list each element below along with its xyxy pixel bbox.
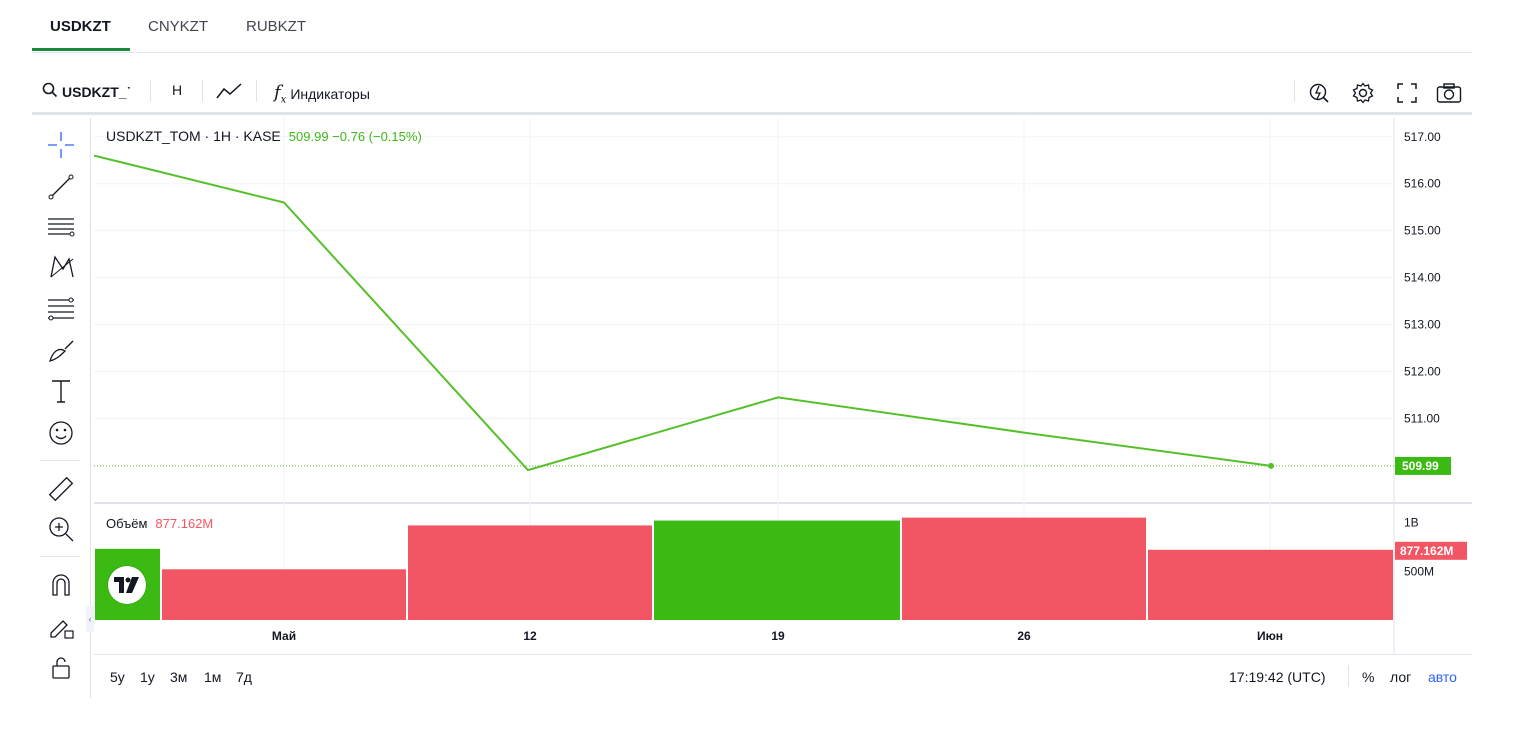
tradingview-logo[interactable] xyxy=(108,566,146,604)
volume-badge-label: 877.162M xyxy=(1400,544,1453,558)
fib-retracement-icon[interactable] xyxy=(46,294,76,324)
fullscreen-button[interactable] xyxy=(1396,82,1418,107)
active-tab-indicator xyxy=(32,48,130,51)
lock-drawing-icon[interactable] xyxy=(46,612,76,642)
emoji-icon[interactable] xyxy=(46,418,76,448)
chart-legend: USDKZT_TOM · 1H · KASE 509.99 −0.76 (−0.… xyxy=(106,128,422,144)
price-line xyxy=(94,154,1272,472)
volume-badge xyxy=(1395,541,1467,560)
text-icon[interactable] xyxy=(46,376,76,406)
price-badge-label: 509.99 xyxy=(1402,459,1439,473)
function-icon: fx xyxy=(274,82,287,106)
percent-toggle[interactable]: % xyxy=(1362,669,1375,685)
volume-label: Объём xyxy=(106,516,148,531)
timezone-clock[interactable]: 17:19:42 (UTC) xyxy=(1229,669,1326,685)
y-tick-label: 517.00 xyxy=(1404,130,1441,144)
fullscreen-icon xyxy=(1396,82,1418,107)
price-chart[interactable]: 517.00 516.00 515.00 514.00 513.00 512.00 511.… xyxy=(94,118,1472,654)
tab-rubkzt[interactable]: RUBKZT xyxy=(246,18,306,35)
tab-cnykzt[interactable]: CNYKZT xyxy=(148,18,208,35)
range-bar: 5y 1y 3м 1м 7д 17:19:42 (UTC) % лог авто xyxy=(94,654,1472,699)
range-5y[interactable]: 5y xyxy=(110,669,125,685)
gear-icon xyxy=(1352,82,1374,107)
legend-value: 509.99 −0.76 (−0.15%) xyxy=(288,128,422,144)
lightning-search-icon xyxy=(1308,82,1330,107)
log-toggle[interactable]: лог xyxy=(1390,669,1412,685)
chart-toolbar: USDKZT_˙ H fx Индикаторы xyxy=(32,72,1472,115)
symbol-tabs: USDKZT CNYKZT RUBKZT xyxy=(32,0,1472,53)
indicators-label: Индикаторы xyxy=(290,85,370,102)
x-tick-label: Июн xyxy=(1257,629,1283,643)
volume-bar xyxy=(902,517,1146,620)
zoom-in-icon[interactable] xyxy=(46,514,76,544)
chart-type-button[interactable] xyxy=(216,82,242,103)
volume-bar xyxy=(162,569,406,620)
collapse-sidebar-button[interactable]: ‹ xyxy=(86,606,94,632)
y-tick-label: 516.00 xyxy=(1404,177,1441,191)
crosshair-icon[interactable] xyxy=(46,130,76,160)
line-chart-icon xyxy=(216,82,242,103)
range-1m[interactable]: 1м xyxy=(204,669,222,685)
quick-search-button[interactable] xyxy=(1308,82,1330,107)
y-tick-label: 512.00 xyxy=(1404,365,1441,379)
drawing-toolbar xyxy=(32,118,91,698)
range-1y[interactable]: 1y xyxy=(140,669,155,685)
ruler-icon[interactable] xyxy=(46,474,76,504)
symbol-label: USDKZT_˙ xyxy=(62,83,132,100)
search-icon xyxy=(42,82,58,101)
y-tick-label: 514.00 xyxy=(1404,271,1441,285)
volume-tick-label: 1B xyxy=(1404,516,1419,530)
price-badge xyxy=(1395,456,1451,475)
magnet-icon[interactable] xyxy=(46,570,76,600)
volume-bar xyxy=(408,525,652,620)
y-tick-label: 513.00 xyxy=(1404,318,1441,332)
x-tick-label: 12 xyxy=(523,629,537,643)
x-tick-label: 19 xyxy=(771,629,785,643)
last-price-dot xyxy=(1268,462,1274,469)
horizontal-lines-icon[interactable] xyxy=(46,212,76,242)
camera-icon xyxy=(1436,82,1462,107)
x-tick-label: Май xyxy=(272,629,296,643)
legend-title: USDKZT_TOM · 1H · KASE xyxy=(106,128,281,144)
screenshot-button[interactable] xyxy=(1436,82,1462,107)
volume-bar xyxy=(1148,549,1393,620)
y-tick-label: 511.00 xyxy=(1404,411,1440,425)
tab-usdkzt[interactable]: USDKZT xyxy=(50,18,111,35)
y-tick-label: 515.00 xyxy=(1404,224,1441,238)
range-7d[interactable]: 7д xyxy=(236,669,252,685)
pattern-icon[interactable] xyxy=(46,252,76,282)
volume-bar xyxy=(654,520,900,620)
indicators-button[interactable]: fx Индикаторы xyxy=(274,82,370,106)
x-tick-label: 26 xyxy=(1017,629,1031,643)
interval-button[interactable]: H xyxy=(172,82,183,98)
volume-tick-label: 500M xyxy=(1404,564,1434,578)
range-3m[interactable]: 3м xyxy=(170,669,188,685)
volume-legend: Объём 877.162M xyxy=(106,516,213,531)
settings-button[interactable] xyxy=(1352,82,1374,107)
volume-value: 877.162M xyxy=(155,516,214,531)
brush-icon[interactable] xyxy=(46,336,76,366)
auto-toggle[interactable]: авто xyxy=(1428,669,1457,685)
unlock-icon[interactable] xyxy=(46,652,76,682)
symbol-search-button[interactable]: USDKZT_˙ xyxy=(42,82,131,101)
trend-line-icon[interactable] xyxy=(46,172,76,202)
